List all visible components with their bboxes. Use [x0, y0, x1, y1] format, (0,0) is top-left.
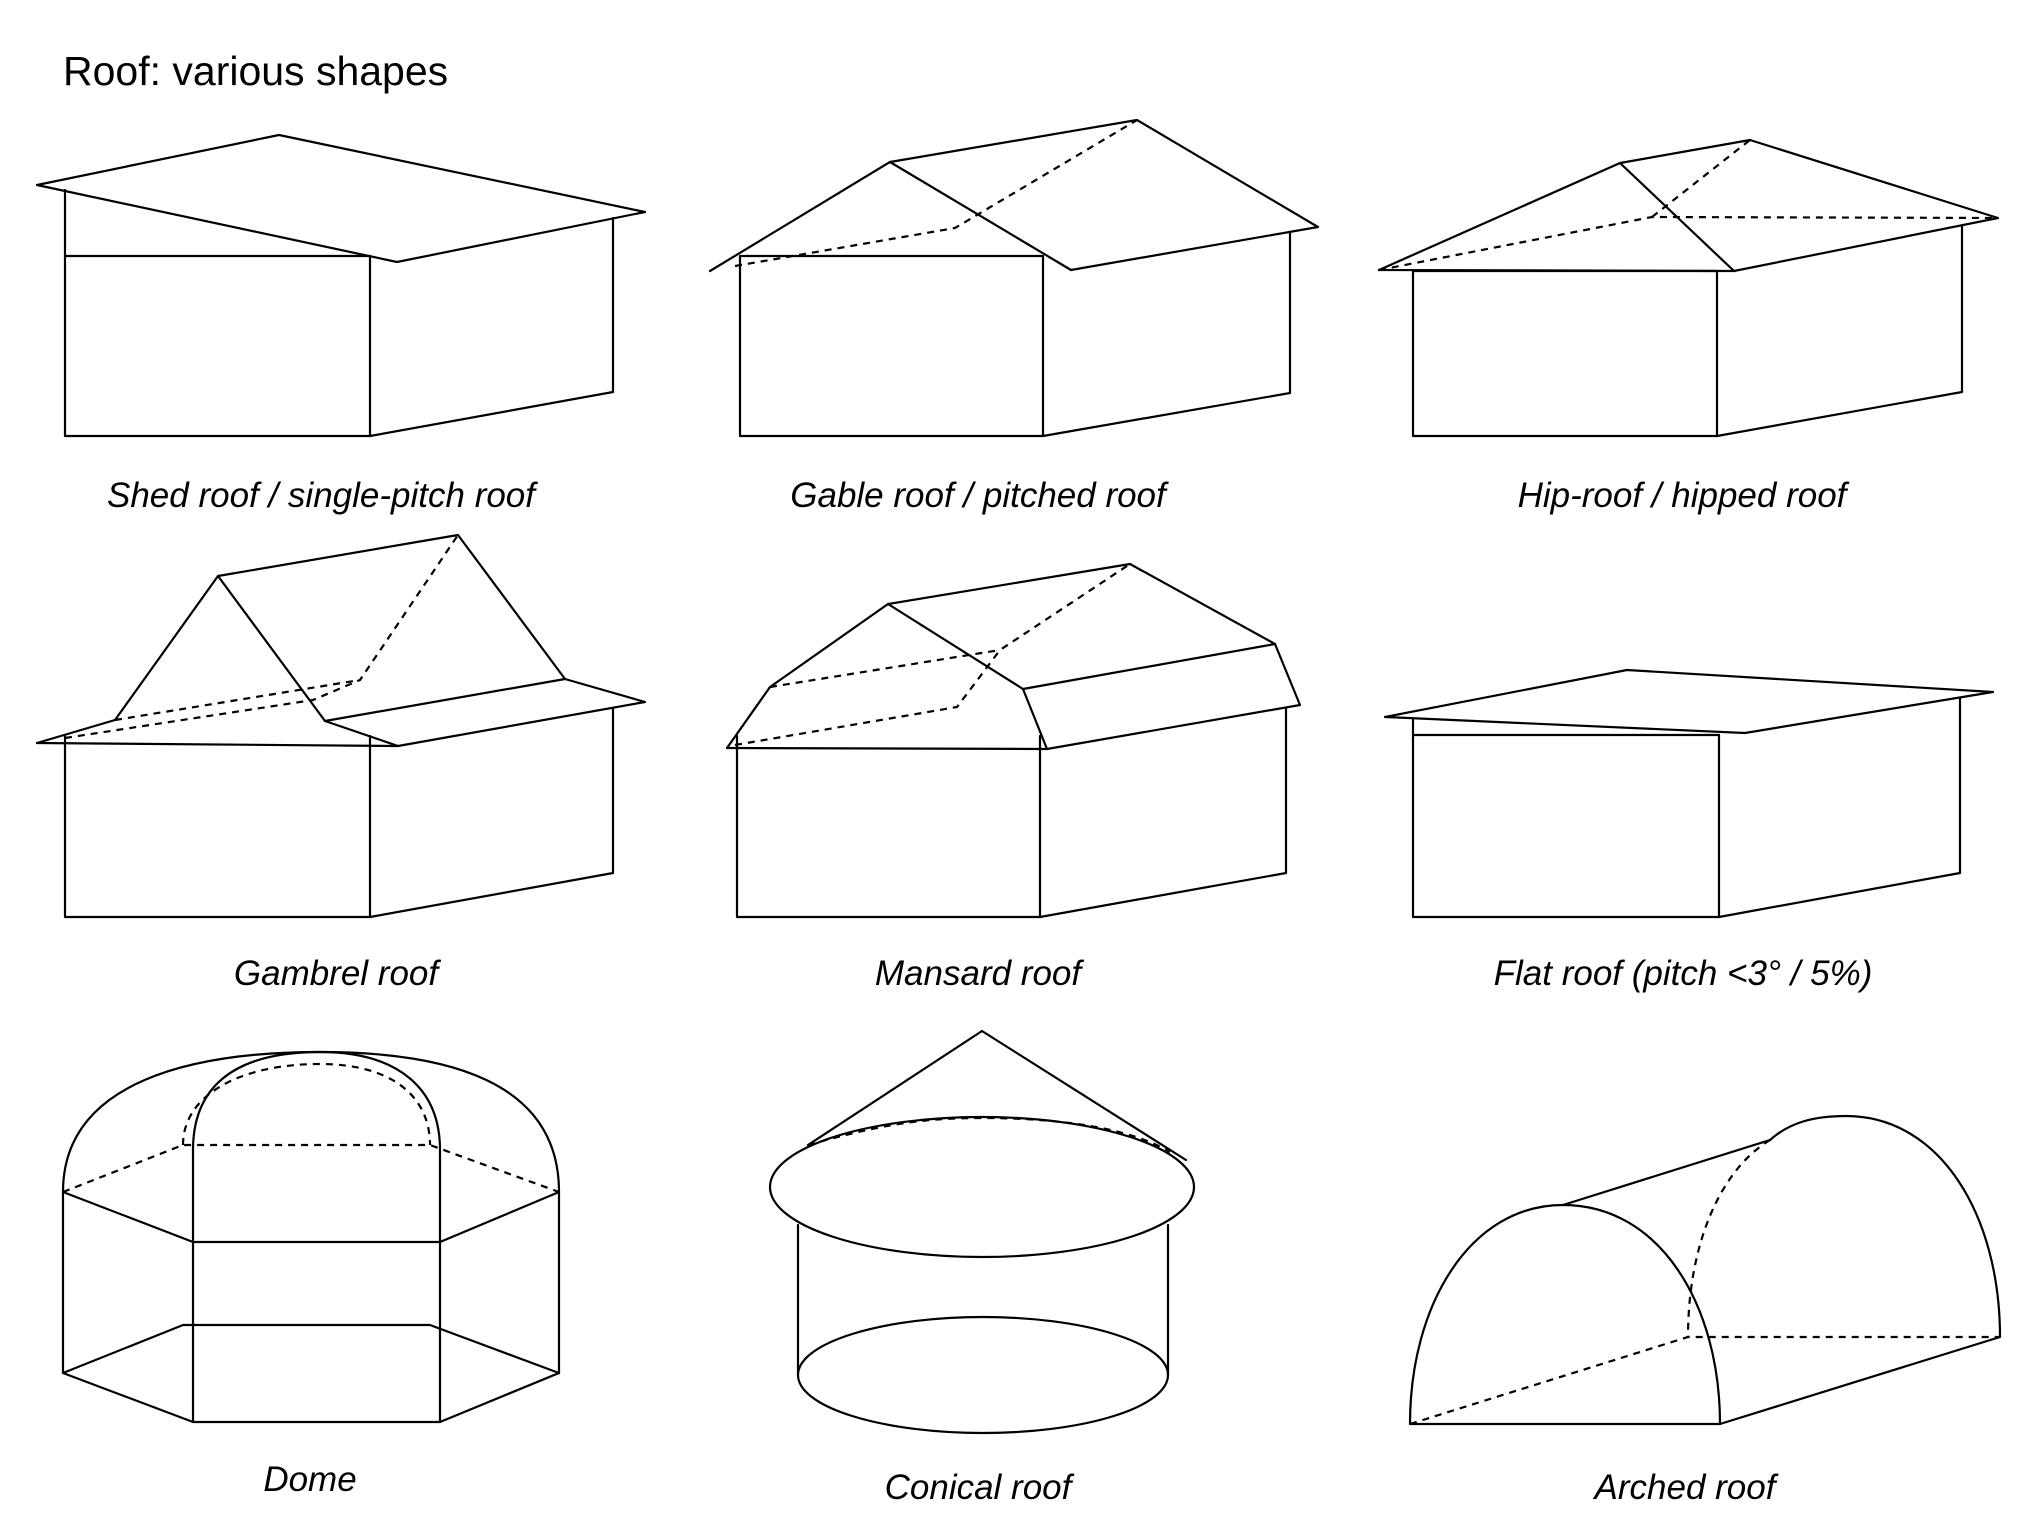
caption-arched-roof: Arched roof	[1594, 1468, 1776, 1507]
caption-gable-roof: Gable roof / pitched roof	[790, 476, 1166, 515]
gable-roof-drawing	[708, 118, 1320, 438]
caption-mansard-roof: Mansard roof	[874, 954, 1082, 993]
mansard-roof-drawing	[725, 562, 1302, 919]
caption-flat-roof: Flat roof (pitch <3° / 5%)	[1493, 954, 1873, 993]
dome-drawing	[61, 1050, 561, 1424]
caption-conical-roof: Conical roof	[884, 1468, 1072, 1507]
caption-shed-roof: Shed roof / single-pitch roof	[106, 476, 535, 515]
caption-dome: Dome	[263, 1460, 357, 1499]
caption-hip-roof: Hip-roof / hipped roof	[1517, 476, 1847, 515]
caption-gambrel-roof: Gambrel roof	[233, 954, 439, 993]
conical-roof-drawing	[768, 1029, 1196, 1435]
hip-roof-drawing	[1377, 138, 2000, 438]
gambrel-roof-drawing	[35, 533, 647, 919]
arched-roof-drawing	[1408, 1114, 2002, 1426]
diagram-title: Roof: various shapes	[63, 48, 449, 94]
flat-roof-drawing	[1383, 668, 1995, 919]
shed-roof-drawing	[35, 133, 647, 438]
